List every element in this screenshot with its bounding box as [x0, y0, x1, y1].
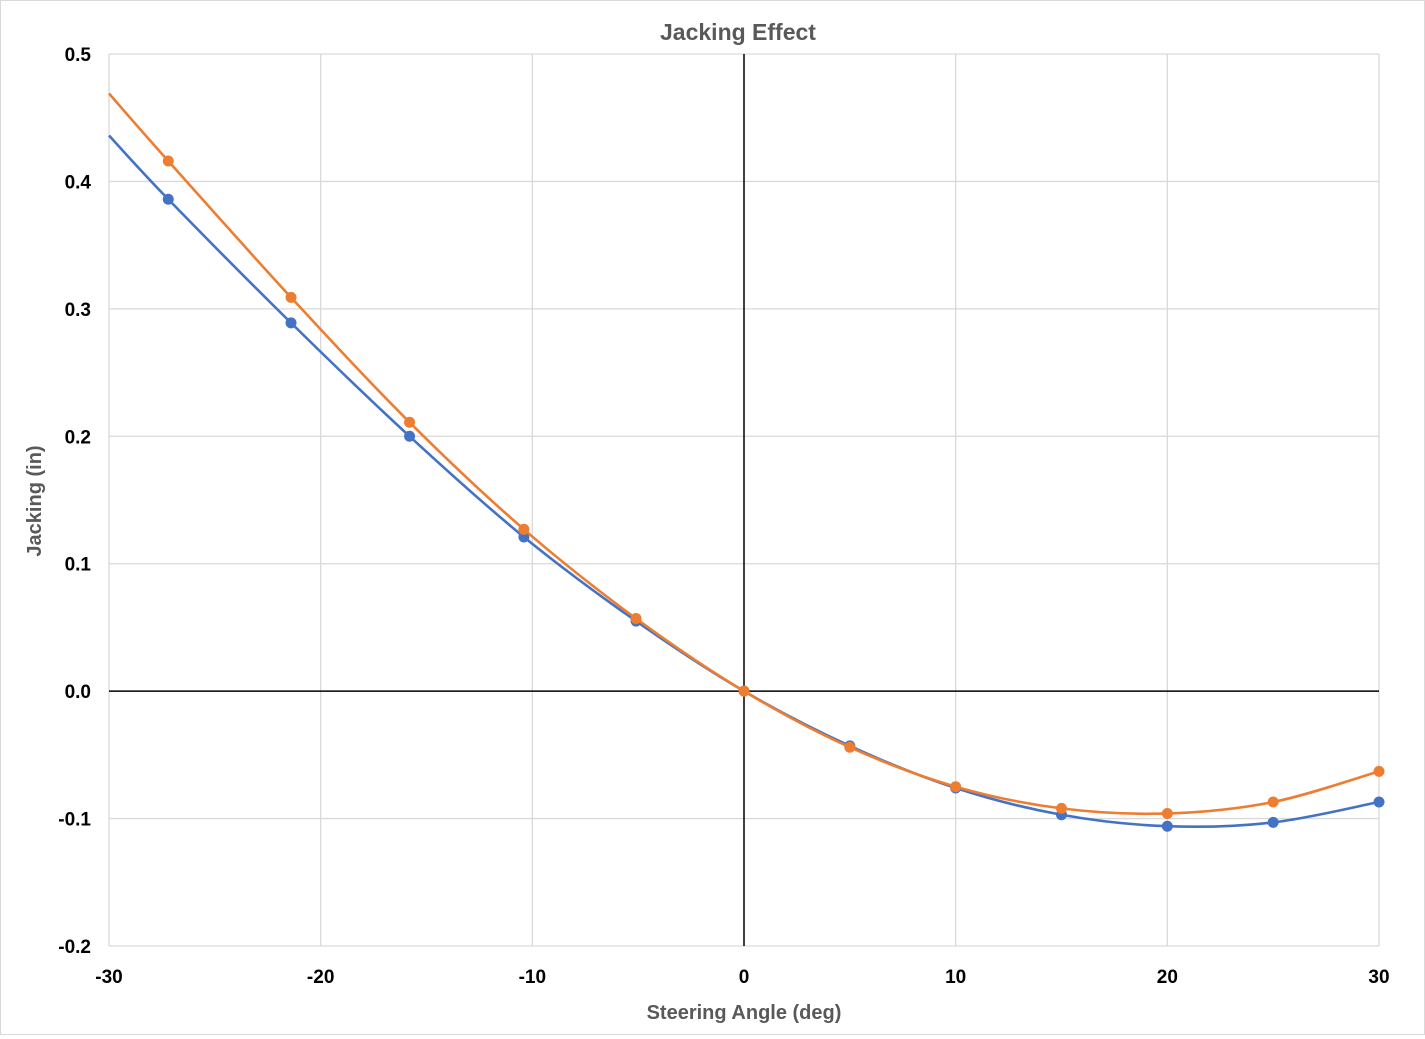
data-point [285, 291, 297, 303]
series-1 [108, 134, 1385, 832]
y-tick-label: 0.1 [65, 555, 92, 576]
data-point [518, 531, 530, 543]
y-tick-label: 0.5 [65, 45, 92, 66]
data-point [404, 416, 416, 428]
y-tick-label: 0.3 [65, 300, 91, 321]
data-point [162, 193, 174, 205]
data-point [285, 317, 297, 329]
data-point [1267, 816, 1279, 828]
data-point [1373, 796, 1385, 808]
y-tick-label: 0.4 [65, 172, 92, 193]
data-point [1056, 802, 1067, 814]
x-tick-label: 0 [739, 967, 750, 988]
data-point [630, 613, 642, 625]
data-point [844, 741, 856, 753]
y-axis-title: Jacking (in) [24, 445, 46, 556]
y-tick-label: 0.2 [65, 427, 91, 448]
y-tick-label: 0.0 [65, 682, 91, 703]
y-tick-label: -0.2 [58, 937, 91, 958]
data-series [108, 92, 1385, 832]
data-point [162, 155, 174, 167]
x-tick-label: 30 [1368, 967, 1389, 988]
x-tick-label: -20 [307, 967, 334, 988]
y-tick-labels: -0.2 -0.1 0.0 0.1 0.2 0.3 0.4 0.5 [58, 45, 91, 958]
chart-title: Jacking Effect [660, 19, 816, 45]
x-tick-label: -30 [95, 967, 122, 988]
data-point [1373, 765, 1385, 777]
data-point [738, 685, 750, 697]
data-point [1161, 807, 1173, 819]
data-point [950, 781, 962, 793]
data-point [518, 523, 530, 535]
data-point [1267, 796, 1279, 808]
x-tick-label: -10 [519, 967, 546, 988]
series-2 [108, 92, 1385, 819]
data-point [404, 430, 416, 442]
x-tick-label: 20 [1157, 967, 1178, 988]
x-tick-labels: -30 -20 -10 0 10 20 30 [95, 967, 1389, 988]
y-tick-label: -0.1 [58, 810, 91, 831]
data-point [1161, 820, 1173, 832]
x-tick-label: 10 [945, 967, 966, 988]
x-axis-title: Steering Angle (deg) [647, 1002, 842, 1024]
